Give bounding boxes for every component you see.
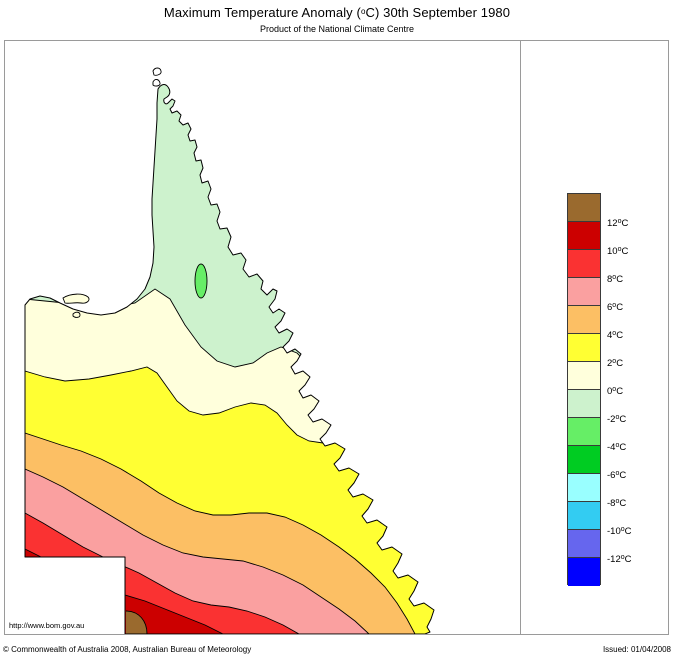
- title-date: 30th September 1980: [383, 5, 511, 20]
- legend-label-minus2: -2oC: [607, 414, 627, 425]
- queensland-anomaly-map[interactable]: [5, 41, 520, 634]
- panel-divider: [520, 41, 521, 634]
- legend-label-minus8: -8oC: [607, 498, 627, 509]
- anomaly-bands: [25, 68, 434, 634]
- mornington-island: [62, 293, 90, 304]
- torres-strait-islands: [152, 67, 162, 87]
- issued-date: Issued: 01/04/2008: [602, 645, 671, 654]
- legend-swatch-4-to-6: [568, 306, 600, 334]
- band-minus4-to-minus2-pocket: [195, 264, 207, 298]
- legend-label-10: 10oC: [607, 246, 629, 257]
- legend-swatch-column: [567, 193, 601, 586]
- island-2: [152, 79, 161, 87]
- legend-label-0: 0oC: [607, 386, 624, 397]
- legend-swatch-below-minus12: [568, 558, 600, 586]
- legend-label-2: 2oC: [607, 358, 624, 369]
- title-mid: C): [365, 5, 384, 20]
- sweers-island: [72, 311, 81, 318]
- contour-2: [25, 366, 434, 634]
- legend-swatch-0-to-2: [568, 362, 600, 390]
- legend-swatch-minus8-to-minus6: [568, 474, 600, 502]
- green-pocket-coast-1: [342, 436, 360, 450]
- subtitle: Product of the National Climate Centre: [259, 24, 415, 34]
- bom-url[interactable]: http://www.bom.gov.au: [9, 621, 85, 630]
- gulf-islands: [62, 293, 90, 318]
- page-title: Maximum Temperature Anomaly (oC) 30th Se…: [0, 0, 674, 20]
- legend-swatch-minus12-to-minus10: [568, 530, 600, 558]
- legend-swatch-6-to-8: [568, 278, 600, 306]
- legend-label-minus10: -10oC: [607, 526, 632, 537]
- legend-swatch-8-to-10: [568, 250, 600, 278]
- contour-12: [125, 610, 148, 634]
- queensland-outline: [24, 84, 435, 634]
- contour-coast-pocket-2: [307, 386, 319, 396]
- legend-label-minus6: -6oC: [607, 470, 627, 481]
- map-panel: 12oC 10oC 8oC 6oC 4oC 2oC 0oC -2oC -4oC …: [4, 40, 669, 635]
- legend-label-minus4: -4oC: [607, 442, 627, 453]
- contour-4: [25, 432, 416, 634]
- title-prefix: Maximum Temperature Anomaly (: [163, 5, 361, 20]
- contour-coast-pocket-1: [341, 435, 361, 451]
- legend-swatch-minus10-to-minus8: [568, 502, 600, 530]
- copyright-notice: © Commonwealth of Australia 2008, Austra…: [3, 645, 252, 654]
- legend-swatch-2-to-4: [568, 334, 600, 362]
- contour-minus2: [194, 263, 208, 299]
- degree-symbol: o: [360, 7, 366, 16]
- legend-swatch-minus2-to-0: [568, 390, 600, 418]
- legend-label-4: 4oC: [607, 330, 624, 341]
- legend-swatch-above-12: [568, 194, 600, 222]
- contour-8: [25, 512, 300, 634]
- band-above-12: [126, 611, 147, 634]
- legend-label-minus12: -12oC: [607, 554, 632, 565]
- legend-swatch-minus4-to-minus2: [568, 418, 600, 446]
- legend-label-6: 6oC: [607, 302, 624, 313]
- legend-swatch-10-to-12: [568, 222, 600, 250]
- legend-swatch-minus6-to-minus4: [568, 446, 600, 474]
- legend-label-12: 12oC: [607, 218, 629, 229]
- island-1: [152, 67, 162, 76]
- map-area[interactable]: [5, 41, 520, 634]
- legend-label-column: 12oC 10oC 8oC 6oC 4oC 2oC 0oC -2oC -4oC …: [607, 193, 667, 585]
- legend-label-8: 8oC: [607, 274, 624, 285]
- contour-6: [25, 468, 370, 634]
- green-pocket-coast-2: [308, 387, 318, 395]
- legend: 12oC 10oC 8oC 6oC 4oC 2oC 0oC -2oC -4oC …: [567, 193, 667, 593]
- header: Maximum Temperature Anomaly (oC) 30th Se…: [0, 0, 674, 38]
